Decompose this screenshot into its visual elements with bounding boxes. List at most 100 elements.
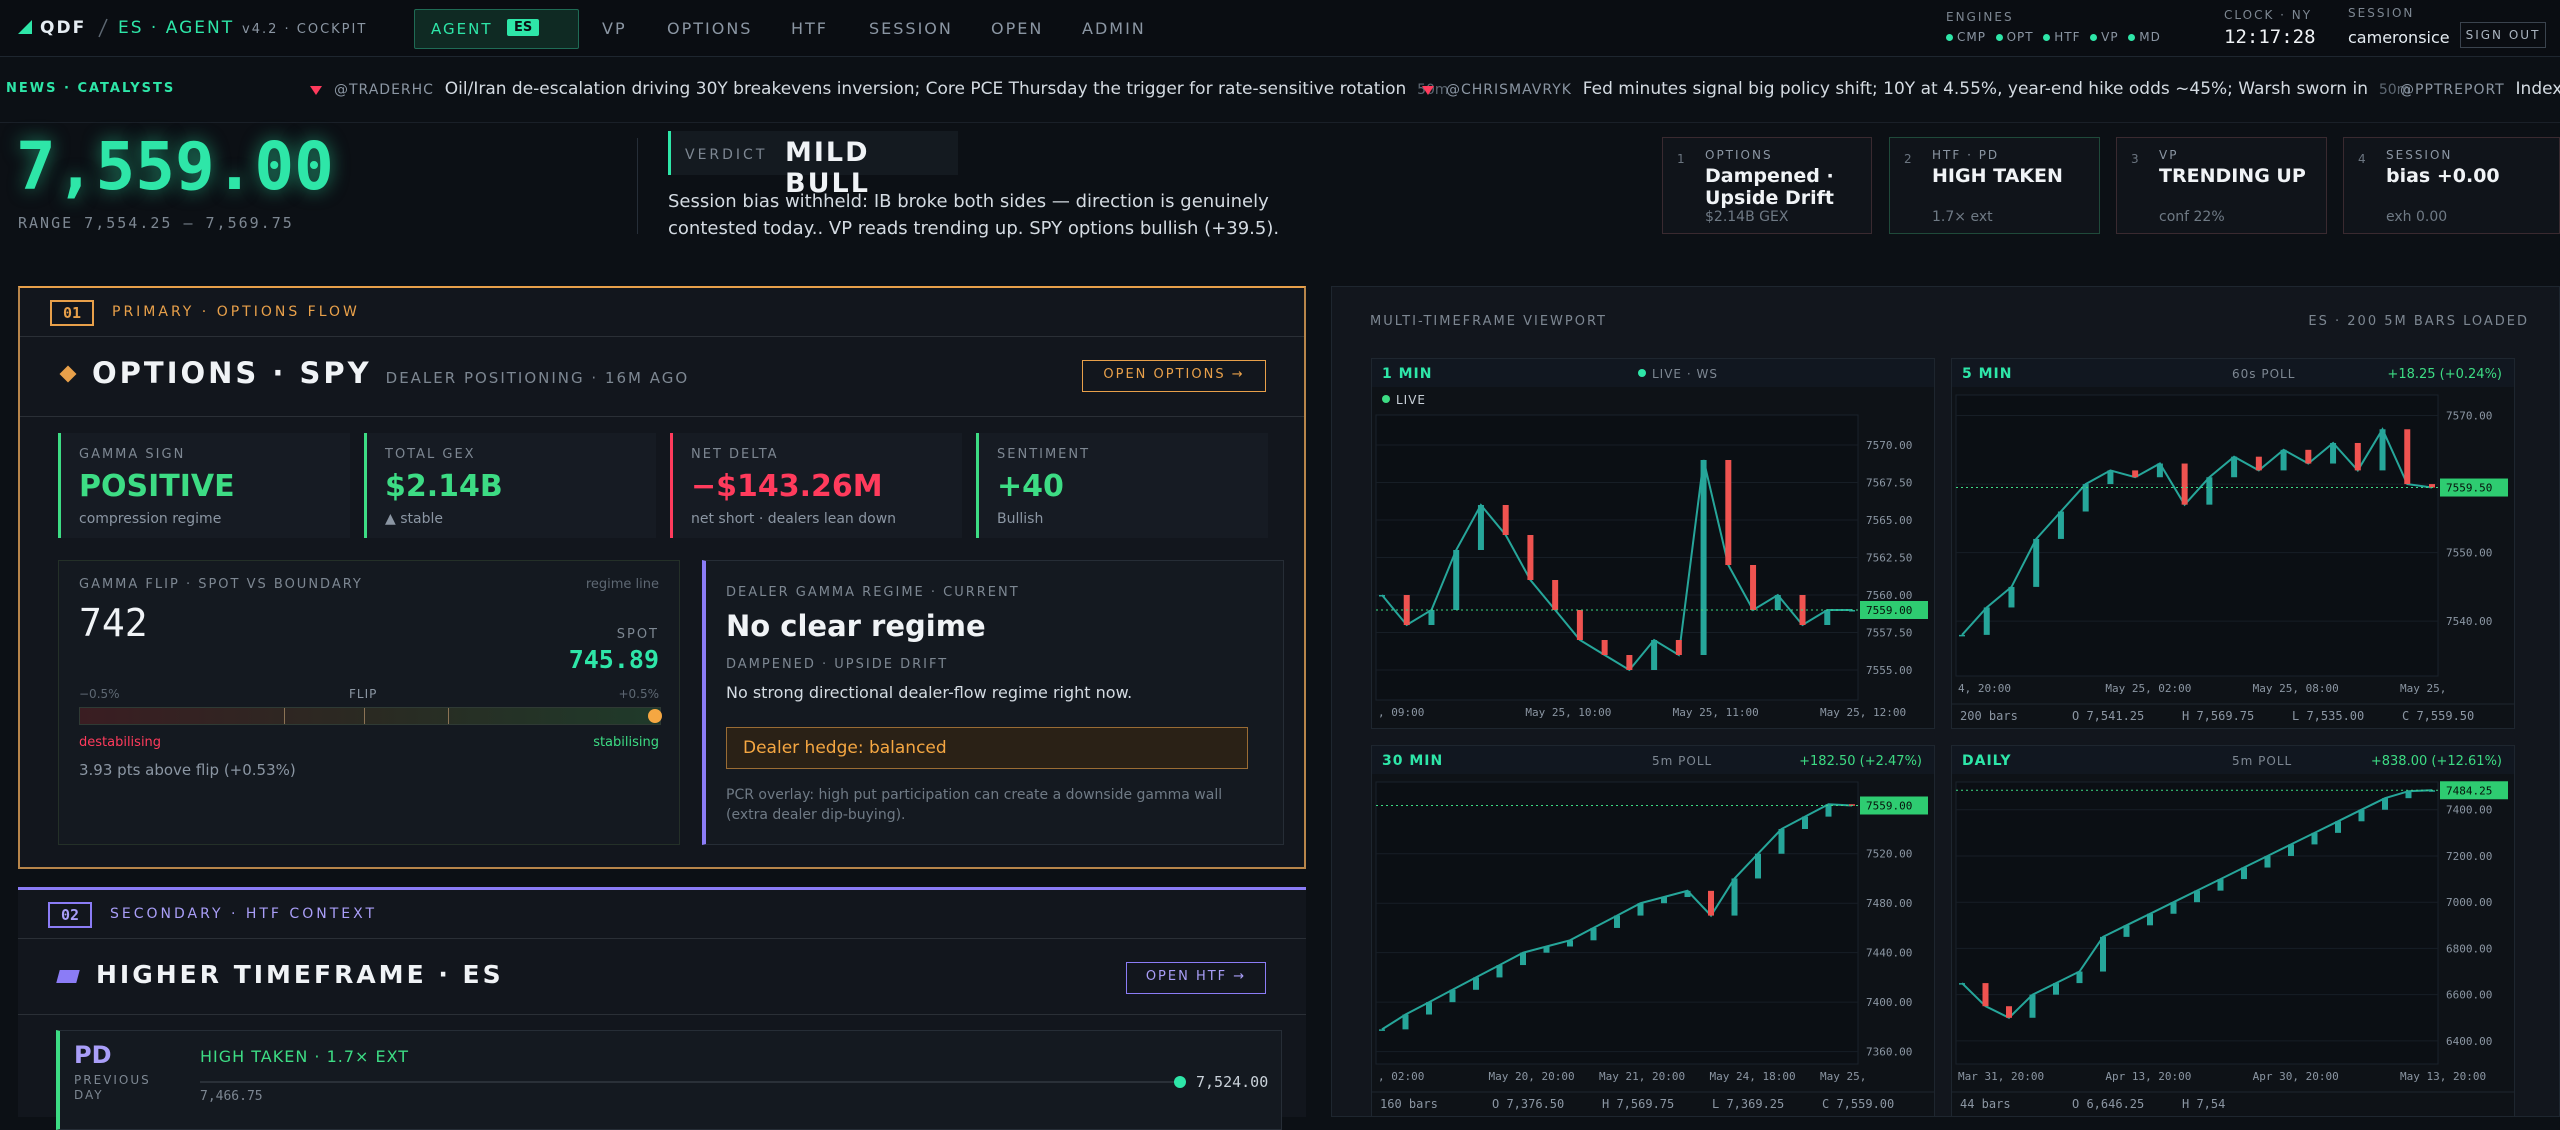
candle bbox=[2082, 484, 2089, 512]
chart-status: 60s POLL bbox=[2232, 367, 2295, 381]
candle bbox=[2181, 463, 2188, 505]
candle bbox=[1379, 1029, 1385, 1031]
stat-value: −$143.26M bbox=[691, 469, 883, 504]
y-tick-label: 7400.00 bbox=[1866, 996, 1912, 1009]
open-htf[interactable]: OPEN HTF → bbox=[1126, 962, 1266, 994]
clock: 12:17:28 bbox=[2224, 26, 2316, 48]
stat: SENTIMENT +40 Bullish bbox=[976, 433, 1268, 538]
engines-label: ENGINES bbox=[1946, 10, 2014, 24]
price-line bbox=[1961, 789, 2433, 1020]
brand-icon bbox=[18, 20, 32, 34]
htf-icon bbox=[56, 970, 80, 983]
x-tick-label: May 25, 11:00 bbox=[1673, 706, 1759, 719]
candle bbox=[1567, 940, 1573, 947]
y-tick-label: 7200.00 bbox=[2446, 850, 2492, 863]
candle bbox=[1725, 460, 1732, 565]
y-tick-label: 7560.00 bbox=[1866, 589, 1912, 602]
chart: DAILY 5m POLL +838.00 (+12.61%) 6400.00 6600… bbox=[1952, 746, 2516, 1111]
pd-row: PD PREVIOUS DAY HIGH TAKEN · 1.7× EXT 7,… bbox=[56, 1030, 1282, 1130]
source: @PPTREPORT bbox=[2400, 82, 2505, 98]
candle bbox=[1637, 903, 1644, 916]
candle bbox=[1520, 952, 1526, 966]
candle bbox=[2280, 449, 2287, 471]
spot-label: SPOT bbox=[616, 627, 659, 642]
candle bbox=[1527, 535, 1534, 580]
panel-label: SECONDARY · HTF CONTEXT bbox=[110, 906, 377, 922]
tab-badge: ES bbox=[507, 19, 540, 36]
last-price-box bbox=[1860, 601, 1928, 619]
chart-status: 5m POLL bbox=[2232, 754, 2292, 768]
candle bbox=[2076, 971, 2083, 984]
candle bbox=[2311, 832, 2318, 845]
candle bbox=[1502, 505, 1509, 535]
agent-tab[interactable]: AGENT ES bbox=[414, 9, 579, 49]
stat-value: +40 bbox=[997, 469, 1064, 504]
footer-stat: H 7,569.75 bbox=[1602, 1097, 1674, 1111]
y-tick-label: 7000.00 bbox=[2446, 896, 2492, 909]
x-tick-label: Apr 30, 20:00 bbox=[2253, 1070, 2339, 1083]
sign-out[interactable]: SIGN OUT bbox=[2460, 22, 2546, 48]
viewport-title: MULTI-TIMEFRAME VIEWPORT bbox=[1370, 314, 1607, 329]
headline: Index bbox=[2515, 79, 2560, 99]
stat-sub: Bullish bbox=[997, 511, 1044, 527]
candle bbox=[1731, 878, 1738, 916]
candle bbox=[1982, 983, 1989, 1007]
nav-item[interactable]: ADMIN bbox=[1082, 19, 1146, 38]
nav-item[interactable]: HTF bbox=[791, 19, 829, 38]
verdict-label: VERDICT bbox=[685, 147, 768, 163]
candle bbox=[2006, 1006, 2012, 1018]
panel-number: 01 bbox=[50, 300, 94, 326]
ticker-label: NEWS · CATALYSTS bbox=[6, 81, 176, 96]
regime-note: PCR overlay: high put participation can … bbox=[726, 787, 1223, 823]
chart-title: 30 MIN bbox=[1382, 753, 1443, 769]
candle bbox=[1477, 505, 1484, 550]
candle bbox=[2206, 477, 2213, 505]
plot-area bbox=[1955, 394, 2439, 677]
candle bbox=[1959, 983, 1965, 985]
box-label: DEALER GAMMA REGIME · CURRENT bbox=[726, 585, 1020, 600]
card-num: 2 bbox=[1904, 152, 1912, 166]
plot-area bbox=[1955, 781, 2439, 1065]
candle bbox=[1449, 989, 1456, 1003]
rule bbox=[18, 938, 1306, 939]
source: @CHRISMAVRYK bbox=[1446, 82, 1572, 98]
candle bbox=[1802, 816, 1808, 829]
y-tick-label: 7480.00 bbox=[1866, 897, 1912, 910]
stabilising: stabilising bbox=[593, 735, 659, 750]
card-num: 4 bbox=[2358, 152, 2366, 166]
open-options[interactable]: OPEN OPTIONS → bbox=[1082, 360, 1266, 392]
footer-stat: L 7,369.25 bbox=[1712, 1097, 1784, 1111]
candle bbox=[2194, 890, 2200, 903]
candle bbox=[1576, 610, 1583, 640]
agent-name: ES · AGENT bbox=[118, 18, 235, 38]
nav-item[interactable]: OPTIONS bbox=[667, 19, 753, 38]
footer-stat: H 7,569.75 bbox=[2182, 709, 2254, 723]
price-line bbox=[1961, 427, 2433, 636]
dealer-regime: DEALER GAMMA REGIME · CURRENT No clear r… bbox=[702, 560, 1284, 845]
x-tick-label: May 25, 12:00 bbox=[1820, 706, 1906, 719]
engine: HTF bbox=[2054, 30, 2081, 44]
y-tick-label: 7570.00 bbox=[2446, 410, 2492, 423]
nav-item[interactable]: SESSION bbox=[869, 19, 953, 38]
footer-stat: O 7,541.25 bbox=[2072, 709, 2144, 723]
ticker: NEWS · CATALYSTS @TRADERHC Oil/Iran de-e… bbox=[0, 57, 2560, 123]
nav-item[interactable]: VP bbox=[602, 19, 627, 38]
stat-sub: net short · dealers lean down bbox=[691, 511, 897, 527]
footer-stat: 200 bars bbox=[1960, 709, 2018, 723]
stat-label: TOTAL GEX bbox=[385, 447, 476, 462]
pd-high: 7,524.00 bbox=[1196, 1073, 1269, 1091]
candle bbox=[1426, 1002, 1432, 1015]
tab-label: AGENT bbox=[431, 20, 493, 38]
candle bbox=[2241, 867, 2247, 880]
nav-item[interactable]: OPEN bbox=[991, 19, 1044, 38]
candle bbox=[2264, 855, 2271, 868]
candle bbox=[1453, 550, 1460, 610]
candle bbox=[1959, 634, 1965, 637]
y-tick-label: 7565.00 bbox=[1866, 514, 1912, 527]
candle bbox=[2255, 456, 2262, 471]
price-line bbox=[1381, 459, 1852, 672]
flip-line bbox=[284, 708, 285, 724]
rule bbox=[20, 416, 1304, 417]
x-tick-label: May 20, 20:00 bbox=[1489, 1070, 1575, 1083]
footer-stat: L 7,535.00 bbox=[2292, 709, 2364, 723]
